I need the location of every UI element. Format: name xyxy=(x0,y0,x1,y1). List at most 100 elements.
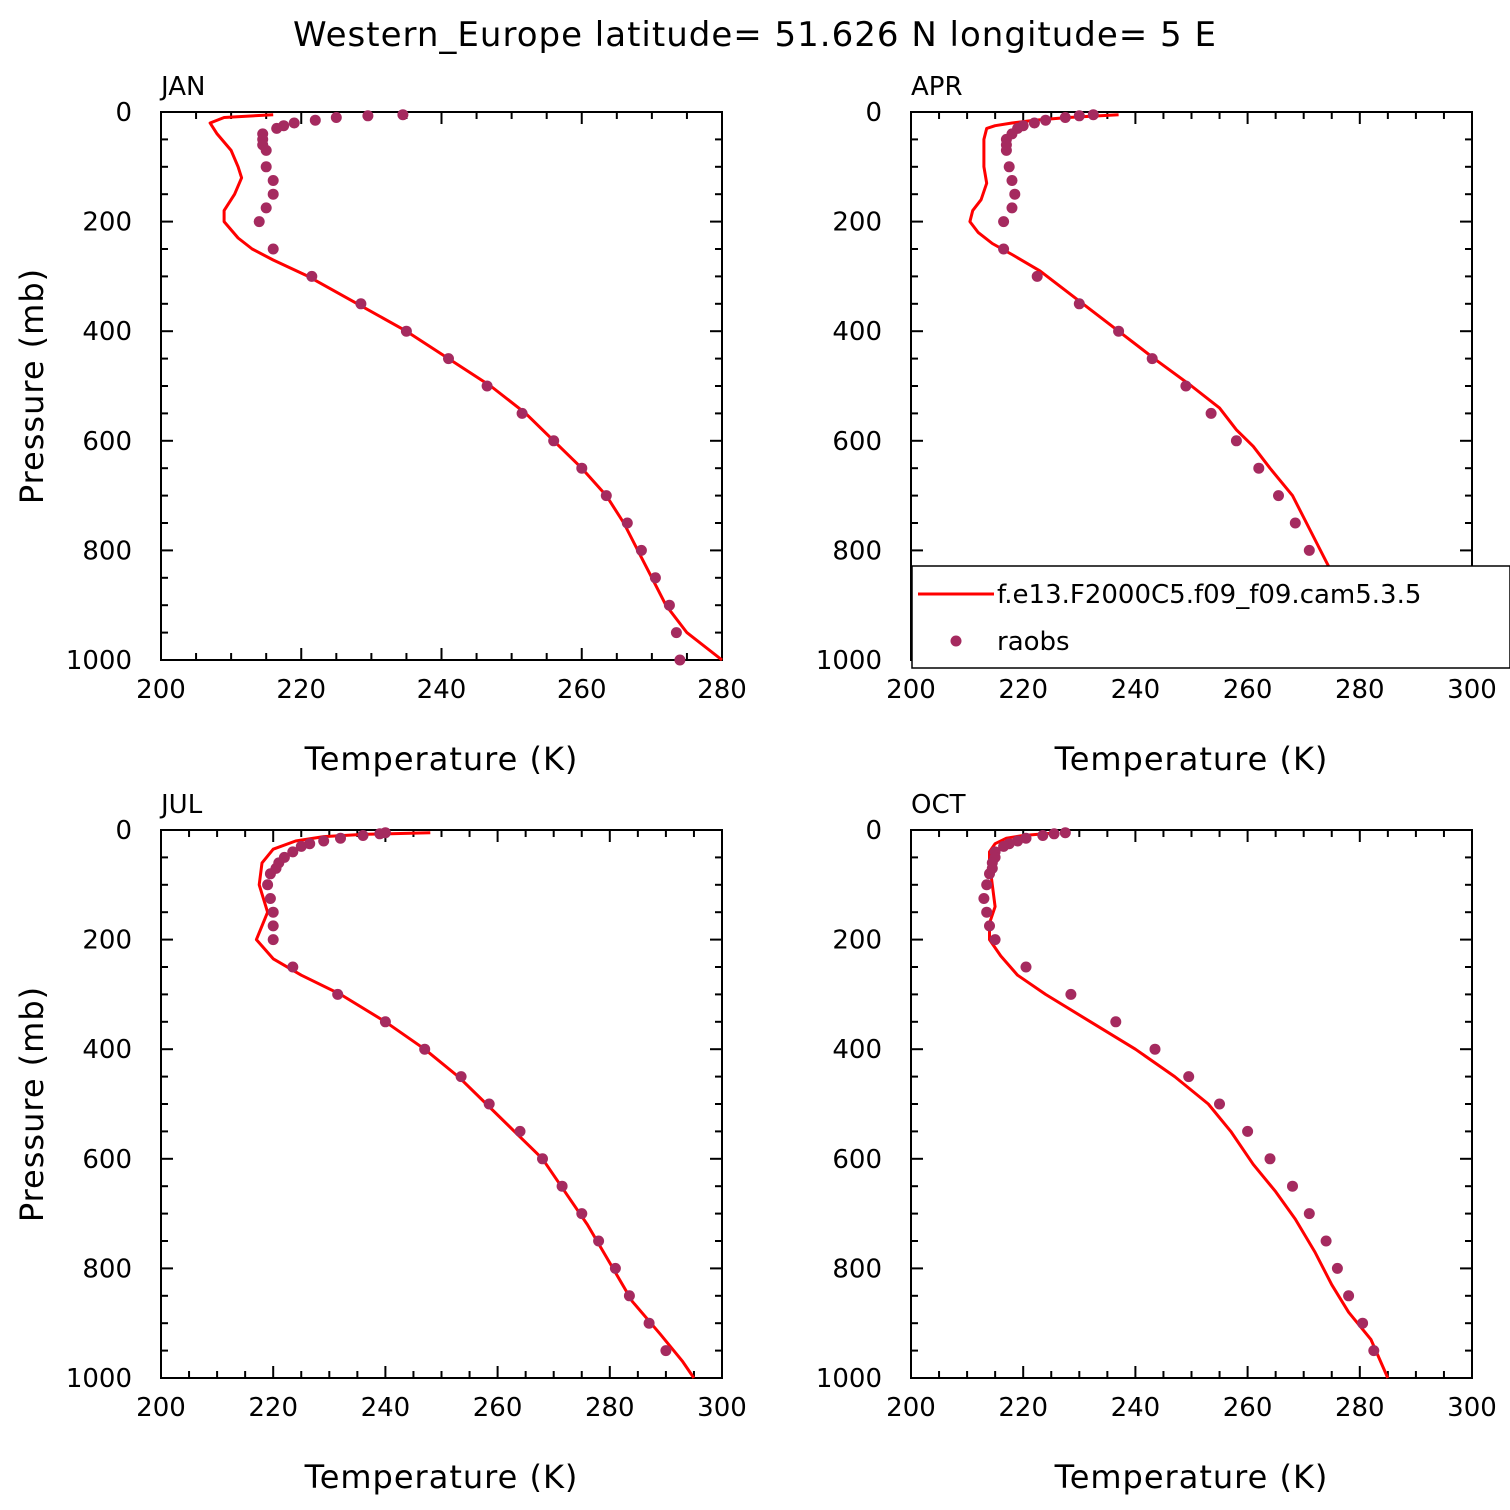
obs-point xyxy=(1012,835,1024,847)
obs-point xyxy=(984,920,995,932)
x-tick-label: 220 xyxy=(998,675,1048,705)
obs-point xyxy=(419,1043,431,1055)
obs-point xyxy=(1028,117,1040,129)
y-tick-label: 600 xyxy=(832,427,882,457)
x-tick-label: 280 xyxy=(697,675,747,705)
obs-point xyxy=(260,144,272,156)
obs-point xyxy=(621,517,633,529)
obs-point xyxy=(1253,462,1265,474)
obs-point xyxy=(1040,114,1052,126)
y-tick-label: 0 xyxy=(865,816,882,846)
model-line xyxy=(208,113,723,662)
obs-point xyxy=(357,830,369,841)
x-tick-label: 260 xyxy=(1223,675,1273,705)
obs-point xyxy=(1000,144,1012,156)
y-axis-title: Pressure (mb) xyxy=(13,986,51,1222)
y-tick-label: 200 xyxy=(82,208,132,238)
legend-obs-marker xyxy=(950,635,962,647)
obs-point xyxy=(1289,517,1301,529)
obs-point xyxy=(1357,1317,1369,1329)
obs-point xyxy=(1320,1235,1332,1247)
obs-point xyxy=(556,1180,568,1192)
obs-point xyxy=(1020,961,1032,973)
y-tick-label: 1000 xyxy=(66,1364,132,1394)
obs-point xyxy=(1303,544,1315,556)
obs-point xyxy=(481,380,493,392)
obs-point xyxy=(1006,202,1018,214)
y-tick-label: 0 xyxy=(115,98,132,128)
obs-point xyxy=(1264,1153,1276,1165)
y-tick-label: 1000 xyxy=(66,646,132,676)
y-tick-label: 800 xyxy=(82,536,132,566)
obs-point xyxy=(1113,325,1125,337)
panel-oct: OCT 200 220 240 260 280 300 0 200 400 600 800 1000 Te… xyxy=(816,790,1497,1496)
x-tick-label: 300 xyxy=(1447,675,1497,705)
x-tick-label: 240 xyxy=(361,1393,411,1423)
panel-frame xyxy=(160,829,723,1379)
obs-point xyxy=(1230,435,1242,447)
panels: JAN 200 220 240 260 280 0 200 400 600 800 1000 Tempe… xyxy=(13,72,1497,1496)
model-line xyxy=(988,831,1390,1379)
obs-point xyxy=(260,202,272,214)
obs-point xyxy=(1048,828,1060,840)
obs-point xyxy=(1065,988,1077,1000)
x-tick-label: 280 xyxy=(1335,675,1385,705)
obs-point xyxy=(623,1290,635,1302)
obs-point xyxy=(998,243,1010,255)
obs-point xyxy=(262,879,274,891)
x-tick-label: 200 xyxy=(136,675,186,705)
y-tick-label: 400 xyxy=(82,1035,132,1065)
x-tick-label: 240 xyxy=(1111,675,1161,705)
obs-point xyxy=(663,599,675,611)
x-axis-title: Temperature (K) xyxy=(304,740,579,778)
x-tick-label: 200 xyxy=(136,1393,186,1423)
model-line xyxy=(968,113,1390,661)
obs-point xyxy=(483,1098,495,1110)
obs-point xyxy=(514,1125,526,1137)
obs-point xyxy=(649,572,661,584)
obs-point xyxy=(397,109,409,121)
panel-label: JUL xyxy=(159,790,203,820)
panel-label: OCT xyxy=(911,790,966,820)
obs-point xyxy=(1031,270,1043,282)
obs-point xyxy=(1059,112,1071,123)
y-tick-label: 200 xyxy=(832,208,882,238)
y-tick-label: 200 xyxy=(82,926,132,956)
y-tick-label: 600 xyxy=(82,1145,132,1175)
obs-point xyxy=(1059,827,1071,839)
x-tick-label: 260 xyxy=(473,1393,523,1423)
obs-point xyxy=(1180,380,1192,392)
obs-point xyxy=(332,988,344,1000)
obs-point xyxy=(400,325,412,337)
obs-point xyxy=(1287,1180,1298,1192)
obs-point xyxy=(660,1345,672,1357)
panel-jul: JUL 200 220 240 260 280 300 0 200 400 600 800 1000 Te… xyxy=(13,790,747,1496)
obs-point xyxy=(1214,1098,1225,1110)
obs-point xyxy=(260,161,272,173)
x-tick-label: 200 xyxy=(886,675,936,705)
x-tick-label: 260 xyxy=(557,675,607,705)
y-tick-label: 600 xyxy=(832,1145,882,1175)
obs-point xyxy=(1003,161,1015,173)
obs-point xyxy=(593,1235,605,1247)
y-tick-label: 1000 xyxy=(816,646,882,676)
obs-point xyxy=(1006,175,1018,186)
panel-apr: APR 200 220 240 260 280 300 0 200 400 600 800 1000 Te… xyxy=(816,72,1497,778)
x-tick-label: 240 xyxy=(1111,1393,1161,1423)
x-tick-label: 220 xyxy=(248,1393,298,1423)
x-axis-title: Temperature (K) xyxy=(1054,740,1329,778)
obs-point xyxy=(981,879,993,891)
obs-point xyxy=(1087,109,1099,121)
obs-point xyxy=(267,188,279,200)
obs-point xyxy=(330,112,342,123)
obs-point xyxy=(1009,188,1021,200)
legend: f.e13.F2000C5.f09_f09.cam5.3.5 raobs xyxy=(911,565,1510,669)
obs-point xyxy=(309,114,321,126)
y-tick-label: 800 xyxy=(82,1254,132,1284)
y-tick-label: 400 xyxy=(832,317,882,347)
obs-point xyxy=(1205,407,1217,419)
x-tick-label: 220 xyxy=(276,675,326,705)
panel-frame xyxy=(910,829,1473,1379)
x-axis-title: Temperature (K) xyxy=(304,1458,579,1496)
